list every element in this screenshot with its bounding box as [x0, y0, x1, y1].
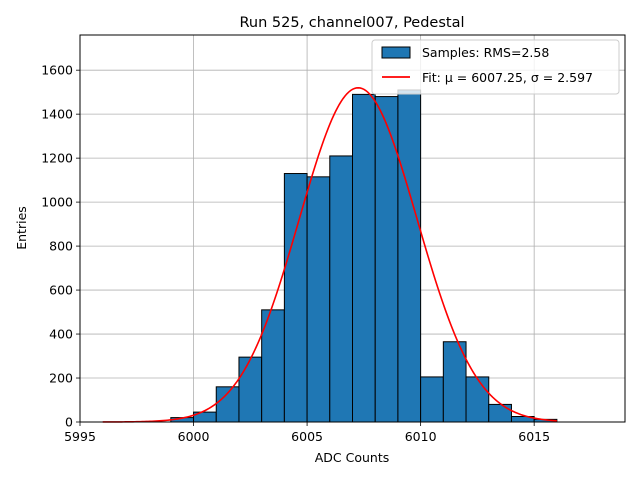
y-tick-label: 0 — [65, 415, 73, 430]
y-axis-ticks: 0 200 400 600 800 1000 1200 1400 1600 — [41, 63, 80, 430]
chart-title: Run 525, channel007, Pedestal — [239, 15, 464, 31]
y-axis-label: Entries — [14, 206, 29, 250]
legend-histogram-label: Samples: RMS=2.58 — [422, 45, 549, 60]
y-tick-label: 600 — [49, 283, 73, 298]
legend: Samples: RMS=2.58 Fit: μ = 6007.25, σ = … — [371, 39, 620, 95]
y-tick-label: 200 — [49, 371, 73, 386]
x-axis-ticks: 5995 6000 6005 6010 6015 — [64, 422, 550, 444]
x-axis-label: ADC Counts — [315, 450, 390, 465]
legend-histogram-swatch — [381, 46, 411, 59]
y-tick-label: 1600 — [41, 63, 73, 78]
histogram-bar — [352, 93, 376, 423]
x-tick-label: 6000 — [178, 429, 210, 444]
histogram-bar — [238, 356, 263, 423]
x-tick-label: 6010 — [405, 429, 437, 444]
histogram-bar — [397, 89, 422, 423]
histogram-bar — [420, 376, 444, 423]
histogram-bar — [283, 173, 308, 423]
plot-frame — [79, 34, 626, 423]
fit-curve — [102, 86, 557, 423]
histogram-bar — [465, 376, 490, 423]
histogram-bar — [488, 403, 512, 423]
y-tick-label: 1400 — [41, 107, 73, 122]
legend-fit-label: Fit: μ = 6007.25, σ = 2.597 — [422, 70, 593, 85]
histogram-bar — [306, 176, 331, 423]
y-tick-label: 400 — [49, 327, 73, 342]
legend-box — [371, 39, 620, 95]
histogram-bar — [329, 155, 353, 423]
x-tick-label: 6005 — [291, 429, 323, 444]
y-tick-label: 800 — [49, 239, 73, 254]
y-tick-label: 1200 — [41, 151, 73, 166]
x-tick-label: 6015 — [518, 429, 550, 444]
x-tick-label: 5995 — [64, 429, 96, 444]
y-tick-label: 1000 — [41, 195, 73, 210]
